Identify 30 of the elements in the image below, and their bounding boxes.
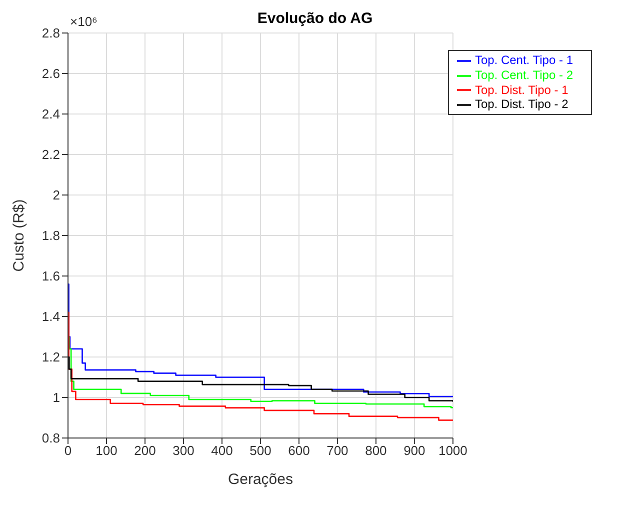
y-tick-label: 2.4: [42, 106, 60, 122]
x-tick-label: 0: [64, 443, 72, 458]
y-tick-label: 1.6: [42, 268, 60, 284]
x-tick-label: 100: [96, 443, 118, 458]
y-tick-label: 1.2: [42, 350, 60, 365]
y-axis-title: Custo (R$): [10, 199, 28, 272]
legend-label: Top. Dist. Tipo - 1: [474, 82, 568, 97]
text: ×10⁶: [70, 14, 98, 29]
legend-label: Top. Dist. Tipo - 2: [474, 97, 568, 112]
x-tick-label: 300: [172, 443, 194, 458]
x-tick-label: 500: [250, 443, 272, 458]
x-tick-label: 200: [134, 443, 156, 458]
x-tick-label: 700: [326, 443, 348, 458]
legend-label: Top. Cent. Tipo - 2: [474, 68, 573, 82]
y-tick-label: 2.6: [42, 66, 60, 82]
x-tick-label: 400: [211, 443, 233, 458]
y-tick-label: 2: [52, 188, 60, 203]
chart-title: Evolução do AG: [257, 10, 373, 27]
y-tick-label: 2.2: [42, 147, 60, 162]
y-tick-label: 2.8: [42, 26, 60, 41]
legend-label: Top. Cent. Tipo - 1: [474, 53, 573, 67]
y-tick-label: 1: [52, 390, 60, 406]
y-tick-label: 1.8: [42, 228, 60, 244]
x-tick-label: 900: [404, 443, 426, 458]
x-tick-label: 600: [288, 443, 310, 458]
x-tick-label: 1000: [438, 443, 468, 458]
x-tick-label: 800: [365, 443, 387, 458]
x-axis-title: Gerações: [228, 471, 293, 488]
y-tick-label: 0.8: [42, 430, 60, 446]
y-tick-label: 1.4: [42, 309, 60, 324]
